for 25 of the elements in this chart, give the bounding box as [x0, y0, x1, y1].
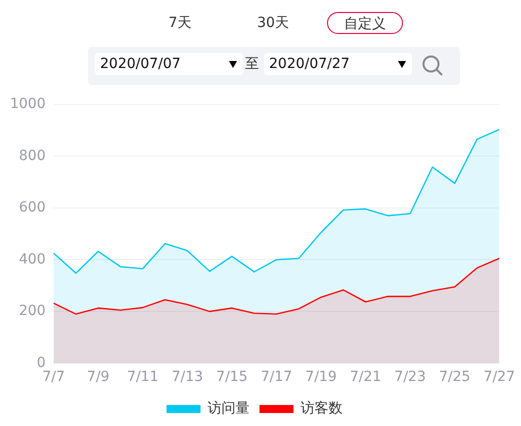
- x-tick-label: 7/21: [350, 369, 382, 386]
- x-tick-label: 7/17: [260, 369, 292, 386]
- legend-label: 访客数: [300, 400, 342, 417]
- text: 2020/07/07: [100, 56, 181, 72]
- legend-label: 访问量: [208, 400, 250, 417]
- y-tick-label: 200: [18, 303, 46, 320]
- x-tick-label: 7/23: [394, 369, 426, 386]
- x-tick-label: 7/27: [484, 369, 516, 386]
- text: 2020/07/27: [269, 56, 350, 72]
- y-tick-label: 800: [18, 148, 46, 164]
- y-tick-label: 0: [36, 354, 46, 371]
- y-tick-label: 400: [18, 251, 46, 268]
- x-tick-label: 7/19: [305, 369, 337, 386]
- x-tick-label: 7/9: [86, 369, 110, 386]
- y-tick-label: 1000: [10, 96, 46, 112]
- text: 至: [245, 55, 259, 74]
- y-tick-label: 600: [18, 200, 46, 216]
- text: 自定义: [327, 12, 403, 34]
- x-tick-label: 7/7: [42, 369, 65, 386]
- text: 7天: [168, 14, 192, 33]
- x-tick-label: 7/15: [216, 369, 248, 386]
- x-tick-label: 7/25: [438, 369, 470, 386]
- text: 30天: [256, 14, 290, 33]
- x-tick-label: 7/13: [172, 369, 204, 386]
- x-tick-label: 7/11: [127, 369, 158, 386]
